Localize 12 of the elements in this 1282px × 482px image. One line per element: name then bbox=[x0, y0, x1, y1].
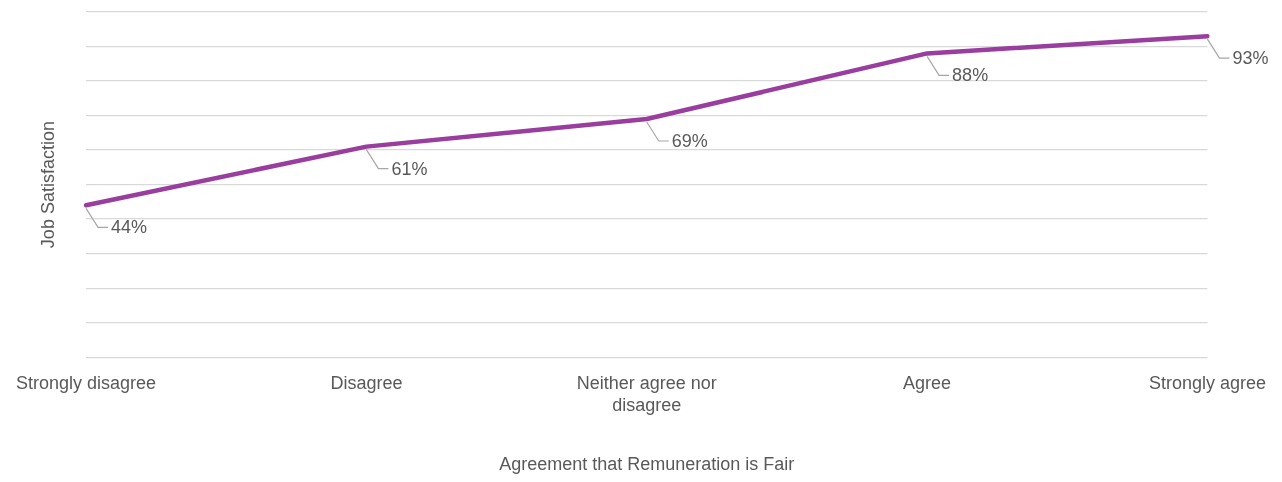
x-axis-title: Agreement that Remuneration is Fair bbox=[499, 454, 795, 475]
x-tick-label: Disagree bbox=[330, 372, 403, 393]
data-label: 44% bbox=[111, 217, 148, 238]
y-axis-title: Job Satisfaction bbox=[38, 121, 59, 249]
data-label: 69% bbox=[671, 130, 708, 151]
x-tick-label: Neither agree nor disagree bbox=[576, 372, 717, 415]
data-label: 61% bbox=[391, 158, 428, 179]
x-tick-label: Strongly agree bbox=[1148, 372, 1266, 393]
x-tick-label: Strongly disagree bbox=[15, 372, 157, 393]
data-label: 93% bbox=[1232, 48, 1269, 69]
data-label: 88% bbox=[952, 65, 989, 86]
x-tick-label: Agree bbox=[903, 372, 952, 393]
